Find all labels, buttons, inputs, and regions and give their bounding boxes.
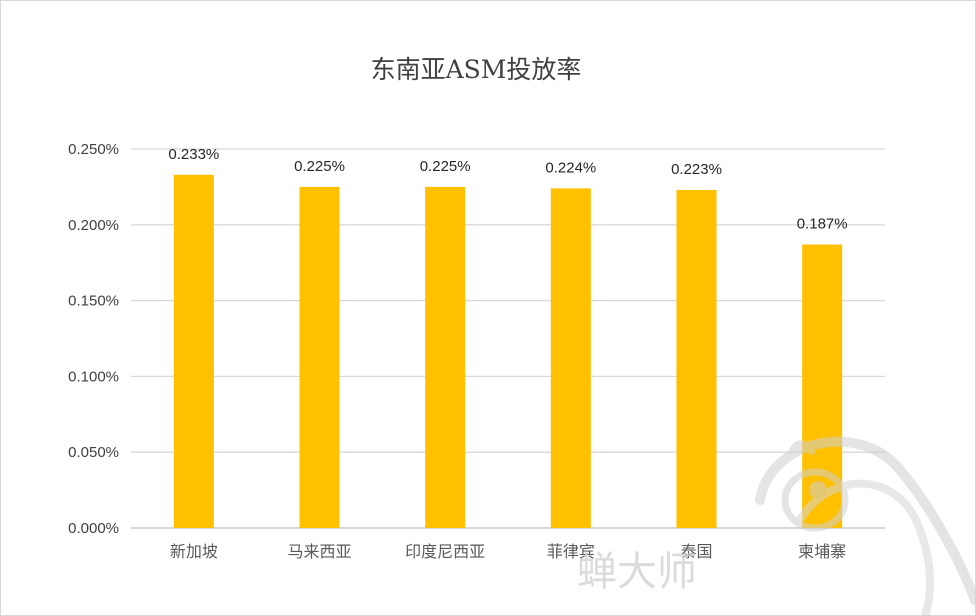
category-labels: 新加坡 马来西亚 印度尼西亚 菲律宾 泰国 柬埔寨 bbox=[170, 542, 846, 561]
y-tick-label: 0.050% bbox=[68, 444, 119, 461]
watermark-logo bbox=[755, 436, 976, 616]
gridlines bbox=[131, 148, 885, 529]
category-label: 菲律宾 bbox=[547, 542, 595, 561]
data-label: 0.187% bbox=[797, 216, 848, 233]
y-axis-tick-labels: 0.000% 0.050% 0.100% 0.150% 0.200% 0.250% bbox=[68, 141, 119, 537]
data-label: 0.225% bbox=[294, 158, 345, 175]
y-tick-label: 0.200% bbox=[68, 217, 119, 234]
y-tick-label: 0.100% bbox=[68, 368, 119, 385]
data-labels: 0.233% 0.225% 0.225% 0.224% 0.223% 0.187% bbox=[168, 146, 847, 233]
y-tick-label: 0.250% bbox=[68, 141, 119, 158]
category-label: 新加坡 bbox=[170, 542, 218, 561]
bar bbox=[676, 189, 717, 528]
y-tick-label: 0.150% bbox=[68, 293, 119, 310]
bar bbox=[425, 186, 466, 528]
chart-title: 东南亚ASM投放率 bbox=[371, 55, 582, 84]
watermark-text: 蝉大师 bbox=[577, 549, 697, 595]
bar bbox=[299, 186, 340, 528]
category-label: 泰国 bbox=[680, 542, 712, 561]
data-label: 0.223% bbox=[671, 161, 722, 178]
category-label: 马来西亚 bbox=[287, 542, 351, 561]
bars bbox=[173, 174, 843, 528]
category-label: 印度尼西亚 bbox=[405, 542, 485, 561]
data-label: 0.224% bbox=[545, 159, 596, 176]
data-label: 0.225% bbox=[420, 158, 471, 175]
category-label: 柬埔寨 bbox=[798, 542, 846, 561]
data-label: 0.233% bbox=[168, 146, 219, 163]
bar bbox=[173, 174, 214, 528]
bar bbox=[550, 188, 591, 528]
y-tick-label: 0.000% bbox=[68, 520, 119, 537]
